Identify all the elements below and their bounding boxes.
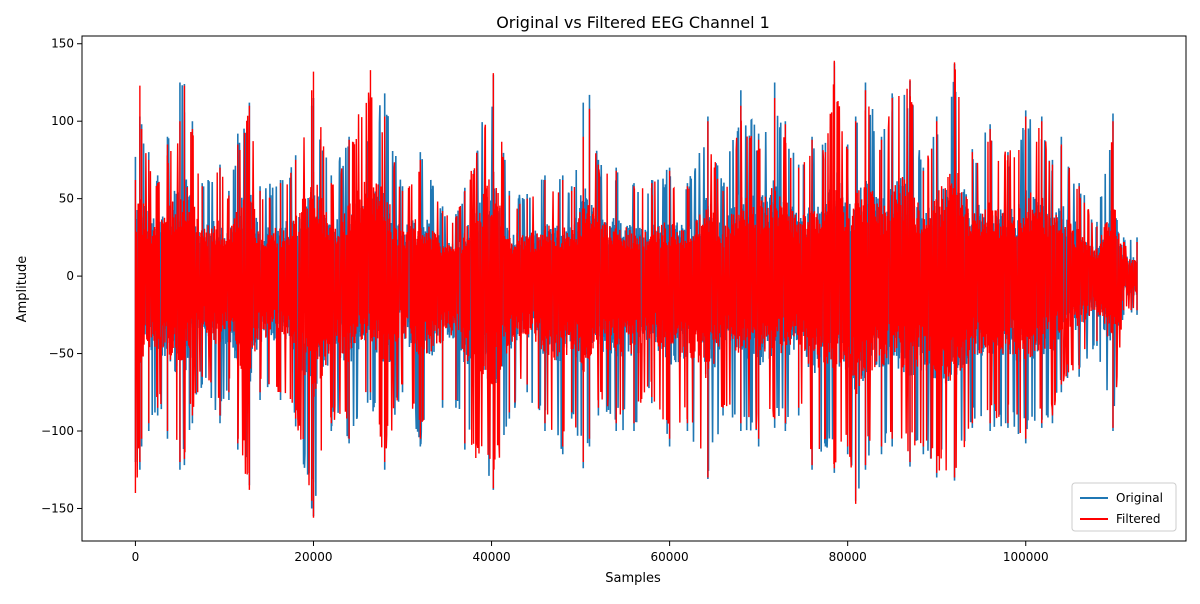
y-tick-label: −150 — [41, 501, 74, 515]
x-tick-label: 20000 — [294, 550, 332, 564]
y-tick-label: 0 — [66, 269, 74, 283]
y-axis: −150 −100 −50 0 50 100 150 — [41, 37, 82, 515]
y-tick-label: 100 — [51, 114, 74, 128]
x-axis: 0 20000 40000 60000 80000 100000 — [132, 541, 1049, 564]
x-tick-label: 100000 — [1003, 550, 1049, 564]
x-axis-label: Samples — [605, 571, 661, 586]
legend: Original Filtered — [1071, 482, 1177, 532]
series-line-filtered — [134, 60, 1138, 518]
series-layer — [134, 60, 1138, 518]
y-axis-label: Amplitude — [15, 256, 30, 323]
plot-frame — [81, 35, 1187, 542]
y-tick-label: −50 — [49, 347, 74, 361]
legend-label-filtered: Filtered — [1116, 512, 1160, 526]
x-tick-label: 40000 — [472, 550, 510, 564]
legend-label-original: Original — [1116, 491, 1163, 505]
x-tick-label: 80000 — [829, 550, 867, 564]
y-tick-label: 150 — [51, 37, 74, 51]
x-tick-label: 0 — [132, 550, 140, 564]
x-tick-label: 60000 — [651, 550, 689, 564]
y-tick-label: 50 — [59, 192, 74, 206]
chart-title: Original vs Filtered EEG Channel 1 — [496, 13, 770, 32]
y-tick-label: −100 — [41, 424, 74, 438]
